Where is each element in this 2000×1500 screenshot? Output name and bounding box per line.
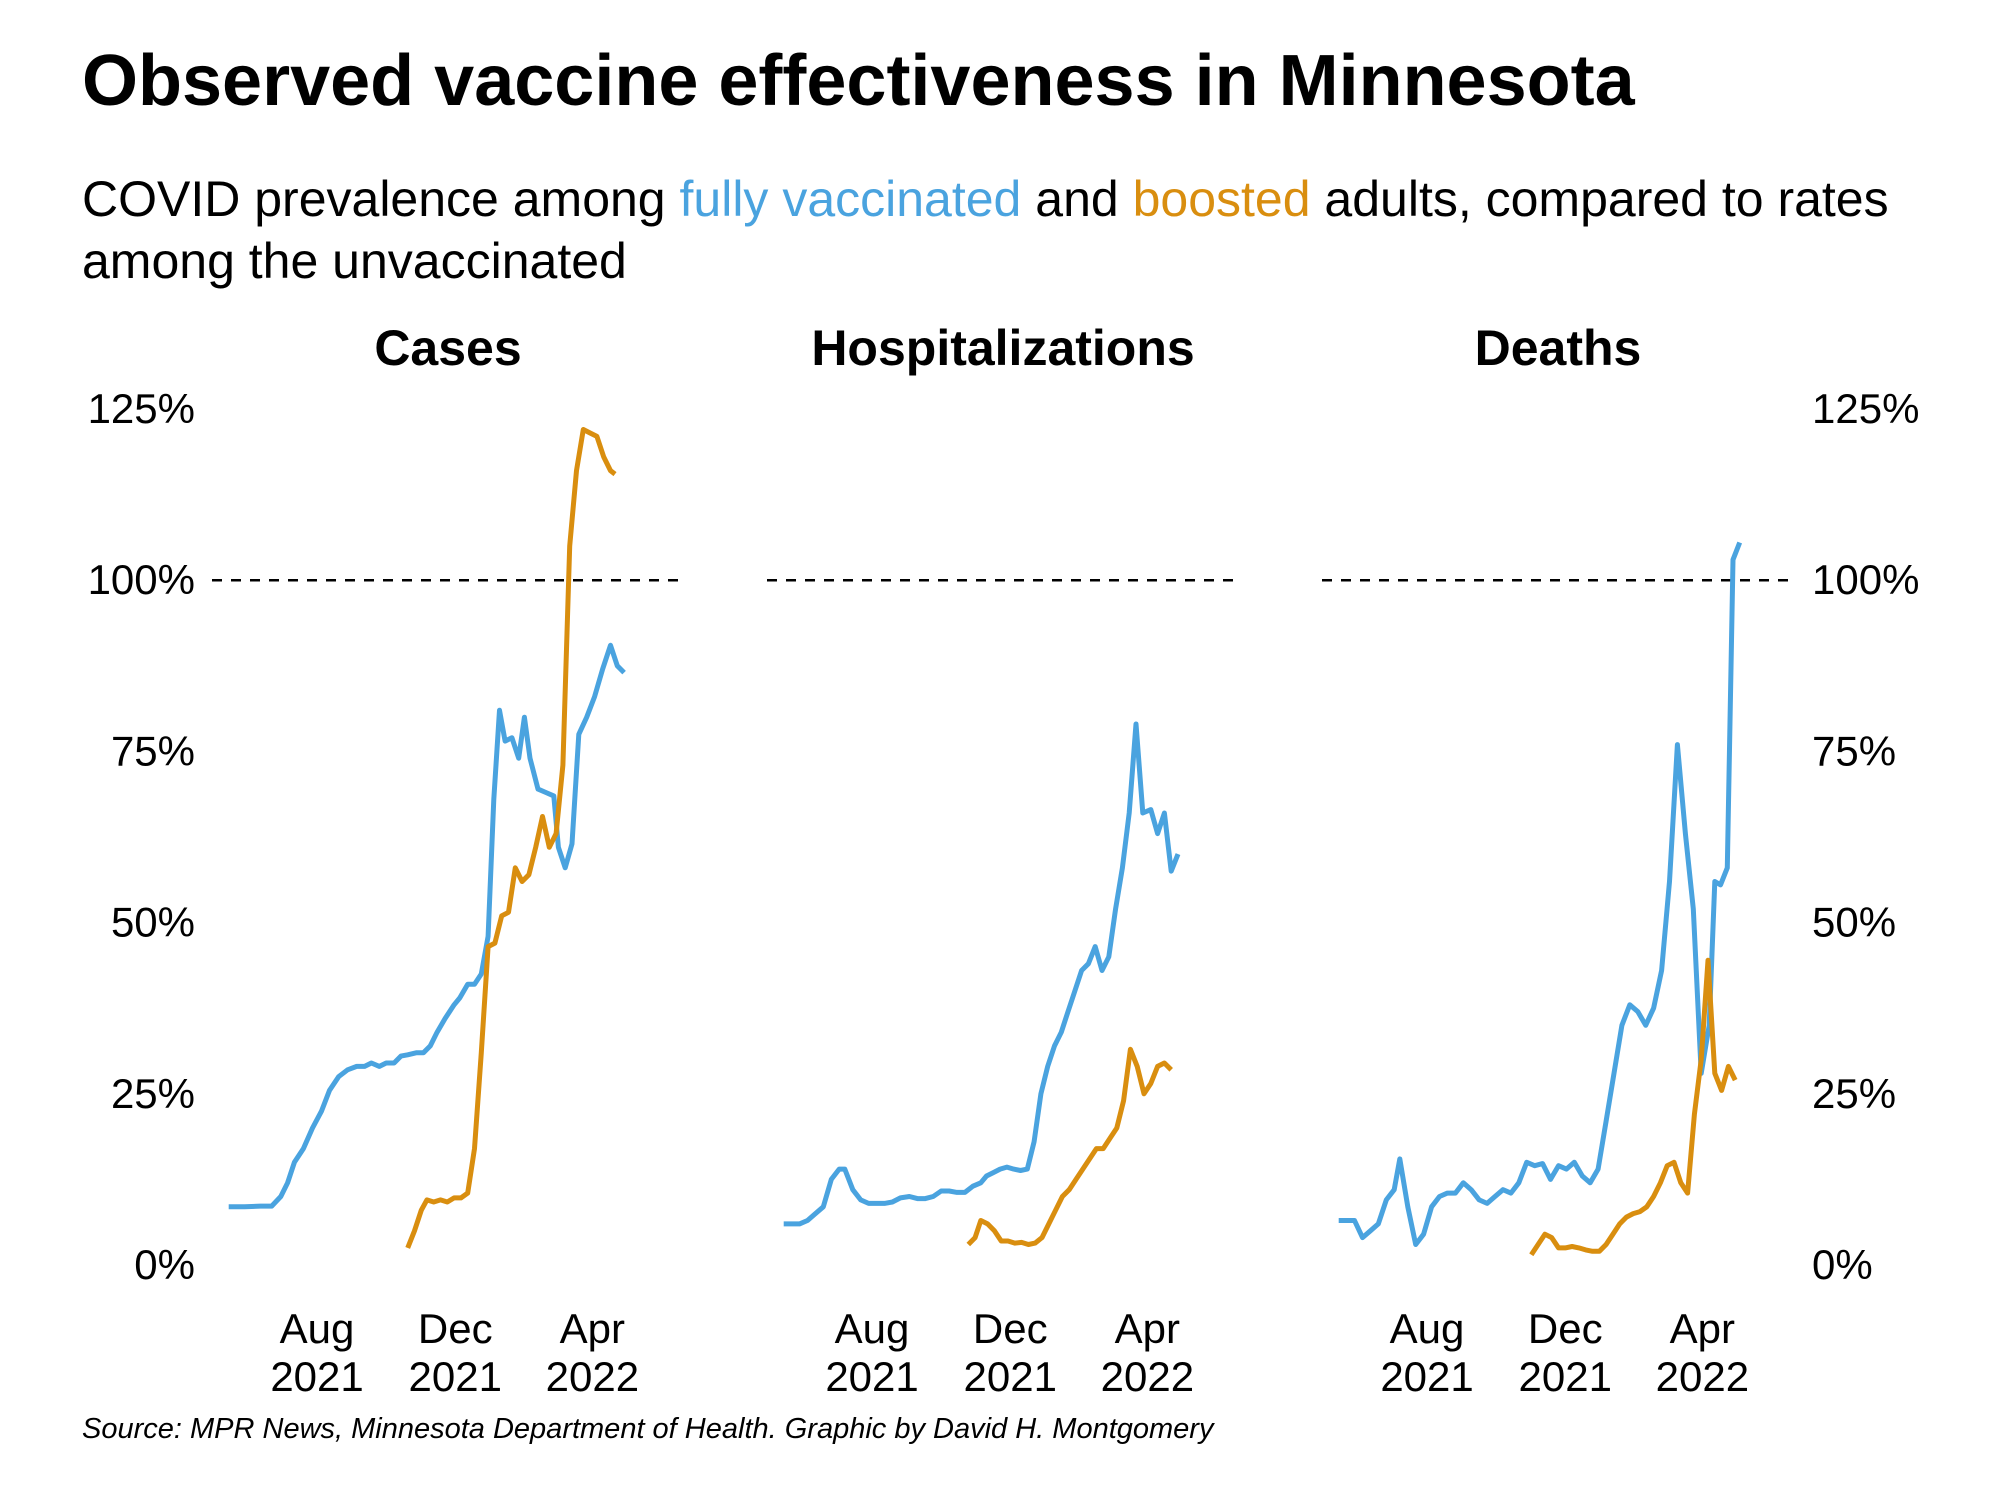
panel-title-cases: Cases [374, 320, 521, 376]
x-tick-label-month: Dec [1528, 1305, 1603, 1352]
y-tick-label-right: 75% [1812, 727, 1896, 774]
x-tick-label-year: 2022 [1101, 1353, 1194, 1400]
subtitle: COVID prevalence among fully vaccinated … [82, 168, 1982, 292]
x-tick-label-year: 2021 [1519, 1353, 1612, 1400]
series-line-fully-vaccinated-cases [228, 642, 626, 1210]
y-tick-label-left: 125% [88, 385, 195, 432]
y-tick-label-left: 25% [111, 1070, 195, 1117]
x-tick-label-year: 2021 [1380, 1353, 1473, 1400]
panel-title-hospitalizations: Hospitalizations [811, 320, 1194, 376]
x-tick-label-month: Dec [973, 1305, 1048, 1352]
series-line-boosted-deaths [1529, 957, 1738, 1257]
x-tick-label-month: Aug [835, 1305, 910, 1352]
x-tick-label-year: 2021 [825, 1353, 918, 1400]
subtitle-before: COVID prevalence among [82, 171, 680, 227]
x-tick-label-year: 2021 [964, 1353, 1057, 1400]
y-tick-label-left: 100% [88, 556, 195, 603]
series-line-boosted-cases [405, 427, 617, 1249]
x-tick-label-month: Apr [560, 1305, 625, 1352]
x-tick-label-year: 2022 [1656, 1353, 1749, 1400]
subtitle-legend-boosted: boosted [1132, 171, 1311, 227]
subtitle-middle: and [1021, 171, 1133, 227]
x-tick-label-year: 2021 [270, 1353, 363, 1400]
subtitle-after: adults, compared to rates among the unva… [82, 171, 1889, 289]
x-tick-label-month: Apr [1670, 1305, 1735, 1352]
panel-title-deaths: Deaths [1475, 320, 1642, 376]
y-tick-label-right: 125% [1812, 385, 1919, 432]
y-tick-label-right: 50% [1812, 899, 1896, 946]
y-tick-label-left: 50% [111, 899, 195, 946]
page-title: Observed vaccine effectiveness in Minnes… [82, 41, 1635, 121]
x-tick-label-month: Apr [1115, 1305, 1180, 1352]
x-tick-label-year: 2021 [409, 1353, 502, 1400]
x-tick-label-month: Aug [280, 1305, 355, 1352]
series-line-fully-vaccinated-hospitalizations [783, 721, 1181, 1227]
y-tick-label-right: 0% [1812, 1241, 1873, 1288]
series-line-boosted-hospitalizations [966, 1046, 1173, 1247]
source-note: Source: MPR News, Minnesota Department o… [82, 1413, 1214, 1445]
y-tick-label-right: 25% [1812, 1070, 1896, 1117]
series-line-fully-vaccinated-deaths [1338, 541, 1743, 1247]
y-tick-label-left: 0% [134, 1241, 195, 1288]
x-tick-label-month: Dec [418, 1305, 493, 1352]
x-tick-label-year: 2022 [546, 1353, 639, 1400]
y-tick-label-left: 75% [111, 727, 195, 774]
x-tick-label-month: Aug [1390, 1305, 1465, 1352]
subtitle-legend-fully-vaccinated: fully vaccinated [679, 171, 1022, 227]
y-tick-label-right: 100% [1812, 556, 1919, 603]
